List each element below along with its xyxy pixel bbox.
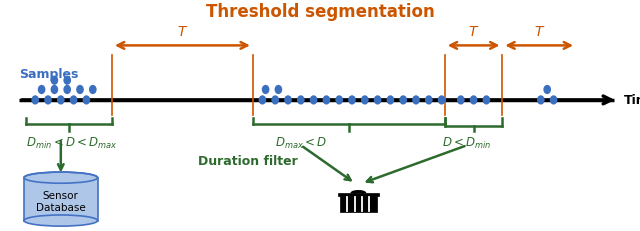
Ellipse shape: [63, 85, 71, 95]
Ellipse shape: [537, 96, 545, 105]
Ellipse shape: [89, 85, 97, 95]
Bar: [338, 194, 379, 196]
Text: $D_{max} < D$: $D_{max} < D$: [275, 135, 328, 150]
Ellipse shape: [348, 96, 356, 105]
Ellipse shape: [412, 96, 420, 105]
Ellipse shape: [399, 96, 407, 105]
Text: $T$: $T$: [468, 25, 479, 39]
Ellipse shape: [550, 96, 557, 105]
Text: $D_{min} < D < D_{max}$: $D_{min} < D < D_{max}$: [26, 135, 118, 150]
Ellipse shape: [51, 76, 58, 85]
Ellipse shape: [374, 96, 381, 105]
Ellipse shape: [51, 85, 58, 95]
Ellipse shape: [24, 172, 97, 183]
Ellipse shape: [259, 96, 266, 105]
Ellipse shape: [323, 96, 330, 105]
Text: Threshold segmentation: Threshold segmentation: [205, 3, 435, 21]
Ellipse shape: [271, 96, 279, 105]
Ellipse shape: [335, 96, 343, 105]
Text: $T$: $T$: [177, 25, 188, 39]
Ellipse shape: [44, 96, 52, 105]
Ellipse shape: [361, 96, 369, 105]
Ellipse shape: [438, 96, 445, 105]
Ellipse shape: [483, 96, 490, 105]
Text: Samples: Samples: [19, 68, 79, 81]
Ellipse shape: [262, 85, 269, 95]
Ellipse shape: [470, 96, 477, 105]
Text: Time: Time: [624, 94, 640, 107]
Ellipse shape: [31, 96, 39, 105]
Ellipse shape: [57, 96, 65, 105]
Ellipse shape: [63, 76, 71, 85]
Ellipse shape: [83, 96, 90, 105]
Text: $T$: $T$: [534, 25, 545, 39]
Ellipse shape: [457, 96, 465, 105]
Ellipse shape: [24, 215, 97, 226]
Ellipse shape: [543, 85, 551, 95]
Ellipse shape: [275, 85, 282, 95]
Ellipse shape: [76, 85, 84, 95]
Ellipse shape: [310, 96, 317, 105]
Ellipse shape: [284, 96, 292, 105]
Text: $D < D_{min}$: $D < D_{min}$: [442, 135, 491, 150]
Bar: [340, 196, 377, 213]
Ellipse shape: [38, 85, 45, 95]
Ellipse shape: [297, 96, 305, 105]
Ellipse shape: [425, 96, 433, 105]
Text: Sensor
Database: Sensor Database: [36, 191, 86, 212]
Text: Duration filter: Duration filter: [198, 155, 298, 168]
Ellipse shape: [387, 96, 394, 105]
Polygon shape: [24, 178, 97, 221]
Ellipse shape: [70, 96, 77, 105]
